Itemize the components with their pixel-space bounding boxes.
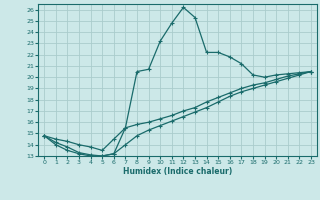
X-axis label: Humidex (Indice chaleur): Humidex (Indice chaleur): [123, 167, 232, 176]
